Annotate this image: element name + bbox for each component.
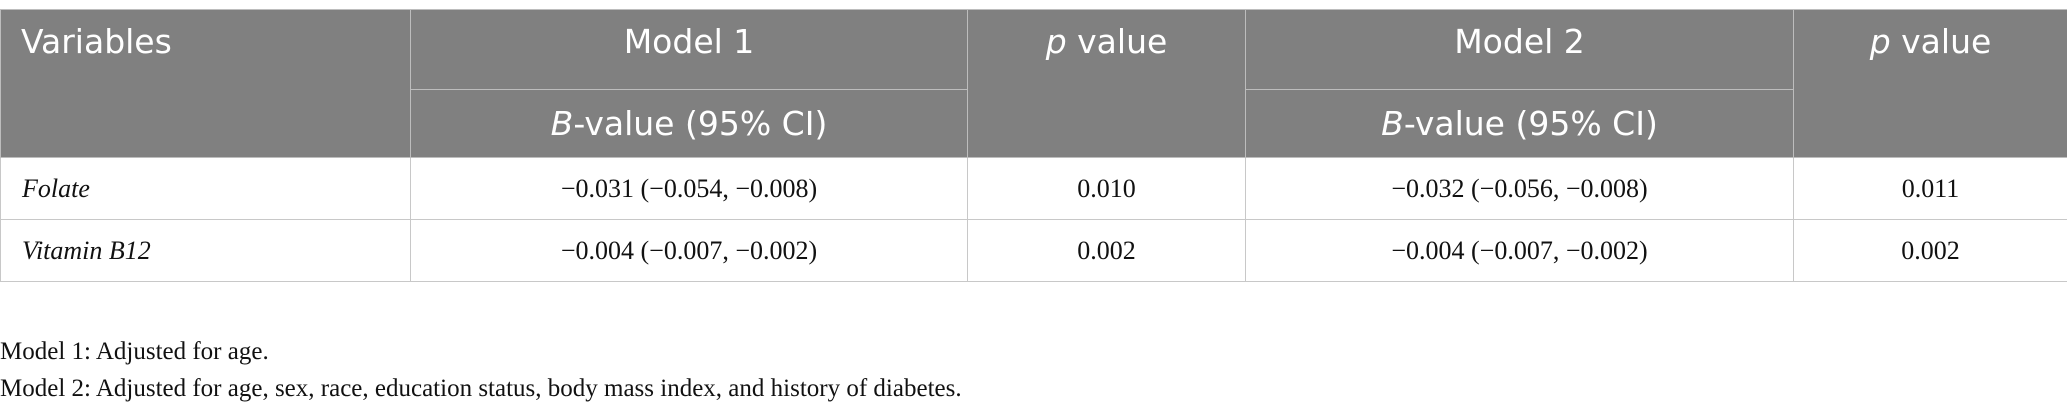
variable-cell: Folate	[0, 157, 411, 220]
header-model1: Model 1	[410, 9, 968, 90]
header-variables: Variables	[0, 9, 411, 158]
model1-cell: −0.004 (−0.007, −0.002)	[410, 219, 968, 282]
p2-cell: 0.011	[1793, 157, 2067, 220]
p1-cell: 0.010	[967, 157, 1246, 220]
p-letter: p	[1869, 22, 1891, 61]
b-rest: -value (95% CI)	[573, 104, 828, 143]
p-rest: value	[1066, 22, 1168, 61]
results-table: Variables Model 1 p value Model 2 p valu…	[0, 9, 2067, 282]
model2-cell: −0.004 (−0.007, −0.002)	[1245, 219, 1794, 282]
footnote-model2: Model 2: Adjusted for age, sex, race, ed…	[0, 375, 962, 402]
table-header: Variables Model 1 p value Model 2 p valu…	[0, 9, 2067, 158]
b-rest: -value (95% CI)	[1403, 104, 1658, 143]
b-letter: B	[550, 104, 574, 143]
table-row: Vitamin B12 −0.004 (−0.007, −0.002) 0.00…	[0, 219, 2067, 282]
table-row: Folate −0.031 (−0.054, −0.008) 0.010 −0.…	[0, 157, 2067, 220]
p-letter: p	[1045, 22, 1067, 61]
p2-cell: 0.002	[1793, 219, 2067, 282]
table-footnotes: Model 1: Adjusted for age. Model 2: Adju…	[0, 333, 962, 407]
footnote-model1: Model 1: Adjusted for age.	[0, 338, 269, 365]
header-bvalue-1: B-value (95% CI)	[410, 89, 968, 158]
header-p-value-1: p value	[967, 9, 1246, 158]
b-letter: B	[1381, 104, 1404, 143]
model1-cell: −0.031 (−0.054, −0.008)	[410, 157, 968, 220]
model2-cell: −0.032 (−0.056, −0.008)	[1245, 157, 1794, 220]
header-p-value-2: p value	[1793, 9, 2067, 158]
p-rest: value	[1890, 22, 1992, 61]
header-bvalue-2: B-value (95% CI)	[1245, 89, 1794, 158]
header-model2: Model 2	[1245, 9, 1794, 90]
variable-cell: Vitamin B12	[0, 219, 411, 282]
table-body: Folate −0.031 (−0.054, −0.008) 0.010 −0.…	[0, 157, 2067, 282]
p1-cell: 0.002	[967, 219, 1246, 282]
